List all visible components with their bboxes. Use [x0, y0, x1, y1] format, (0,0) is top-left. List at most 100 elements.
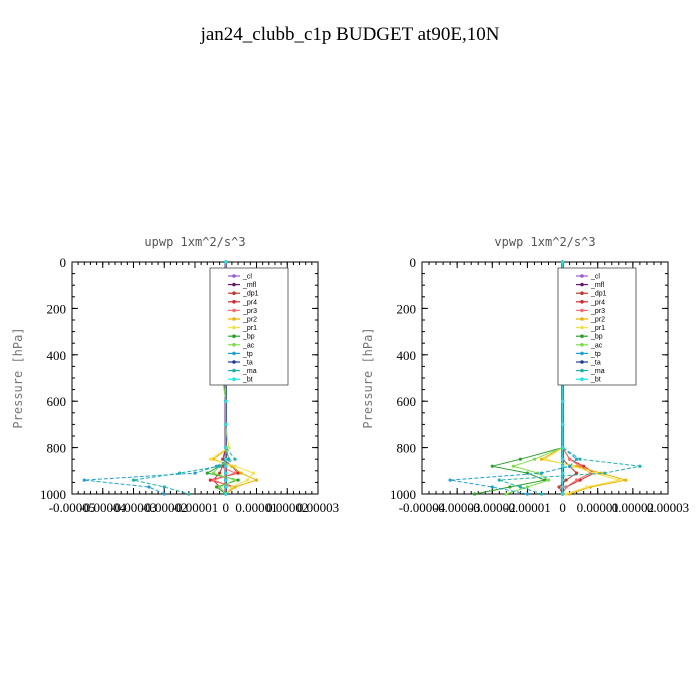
- legend-marker: [232, 368, 236, 373]
- y-tick-label: 600: [47, 394, 67, 409]
- data-point-pr1: [564, 492, 568, 496]
- data-point-ma: [218, 464, 222, 468]
- data-point-bp: [214, 485, 219, 489]
- legend-marker: [580, 343, 584, 347]
- legend-label: _mfl: [242, 282, 257, 289]
- data-point-pr1: [245, 478, 249, 482]
- data-point-bt: [561, 478, 565, 482]
- data-point-bt: [561, 492, 565, 496]
- data-point-bp: [473, 492, 477, 496]
- data-point-pr4: [236, 471, 240, 475]
- legend-marker: [580, 317, 584, 321]
- data-point-ma: [178, 471, 182, 475]
- y-tick-label: 1000: [40, 487, 66, 502]
- x-tick-label: 0.00002: [266, 500, 308, 515]
- data-point-tp: [539, 471, 544, 475]
- legend-marker: [580, 360, 584, 364]
- legend-marker: [580, 325, 584, 330]
- data-point-bt: [224, 260, 228, 264]
- panel-vpwp: vpwp 1xm^2/s^3 Pressure [hPa] 0 200 400 600 80…: [361, 235, 689, 515]
- data-point-pr1: [571, 464, 575, 468]
- x-tick-label: -0.00004: [79, 500, 126, 515]
- data-point-dp1: [218, 471, 222, 475]
- data-point-pr3: [233, 471, 237, 475]
- data-point-bt: [561, 471, 565, 475]
- data-point-tp: [82, 478, 86, 482]
- data-point-tp: [147, 485, 151, 489]
- data-point-tp: [568, 464, 572, 468]
- legend-marker: [580, 300, 584, 304]
- data-point-ac: [525, 485, 530, 489]
- legend-label: _cl: [242, 274, 252, 281]
- data-point-bp: [490, 464, 494, 468]
- data-point-ma: [578, 457, 582, 461]
- data-point-ma: [187, 492, 191, 496]
- data-point-bt: [561, 260, 565, 264]
- legend-label: _bp: [590, 334, 603, 341]
- data-point-pr2: [539, 457, 544, 461]
- data-point-pr1: [227, 446, 231, 450]
- y-tick-label: 800: [47, 441, 67, 456]
- y-tick-label: 400: [47, 348, 67, 363]
- data-point-ac: [504, 492, 508, 496]
- data-point-ma: [131, 478, 136, 482]
- legend-marker: [580, 377, 584, 382]
- data-point-tp: [448, 478, 452, 482]
- legend-label: _pr3: [242, 308, 257, 315]
- legend-label: _pr2: [242, 317, 257, 324]
- data-point-bp: [508, 485, 512, 489]
- legend-label: _tp: [242, 351, 253, 358]
- legend-label: _ta: [590, 360, 601, 367]
- data-point-bt: [561, 464, 565, 468]
- panel-title: vpwp 1xm^2/s^3: [494, 235, 595, 249]
- legend-marker: [232, 343, 236, 347]
- legend-marker: [580, 334, 584, 339]
- x-tick-label: 0.00003: [297, 500, 339, 515]
- data-point-ac: [532, 457, 537, 461]
- data-point-tp: [490, 485, 494, 489]
- data-point-bt: [224, 478, 228, 482]
- y-tick-label: 200: [47, 301, 67, 316]
- legend-marker: [580, 351, 584, 356]
- data-point-bt: [224, 422, 228, 426]
- data-point-pr1: [543, 457, 547, 461]
- x-tick-label: -0.00002: [469, 500, 516, 515]
- data-point-tp: [525, 492, 530, 496]
- data-point-ma: [638, 464, 642, 468]
- data-point-bt: [224, 492, 228, 496]
- data-point-ma: [162, 485, 166, 489]
- data-point-bt: [224, 471, 228, 475]
- data-point-pr1: [585, 485, 589, 489]
- y-tick-label: 600: [397, 394, 417, 409]
- data-point-ac: [211, 471, 215, 475]
- legend-marker: [232, 282, 236, 287]
- data-point-pr3: [211, 478, 215, 482]
- x-tick-label: 0: [223, 500, 230, 515]
- x-tick-label: 0: [559, 500, 566, 515]
- legend-marker: [232, 360, 236, 364]
- figure-title: jan24_clubb_c1p BUDGET at90E,10N: [200, 24, 500, 45]
- data-point-bp: [205, 471, 209, 475]
- data-point-bt: [224, 457, 228, 461]
- series-line-bp: [474, 262, 564, 495]
- y-tick-label: 0: [410, 255, 417, 270]
- data-point-dp1: [564, 478, 568, 482]
- x-tick-label: -0.00003: [434, 500, 481, 515]
- data-point-pr2: [254, 478, 259, 482]
- data-point-tp: [193, 471, 197, 475]
- legend-marker: [232, 274, 236, 278]
- data-point-pr2: [624, 478, 628, 482]
- legend-label: _tp: [590, 351, 601, 358]
- y-axis-label: Pressure [hPa]: [11, 327, 25, 428]
- legend-label: _ac: [242, 342, 255, 349]
- legend-label: _pr1: [242, 325, 257, 332]
- y-axis-label: Pressure [hPa]: [361, 327, 375, 428]
- data-point-dp1: [557, 485, 561, 489]
- legend-marker: [232, 308, 236, 313]
- legend-label: _pr4: [242, 299, 257, 306]
- x-tick-label: -0.00003: [110, 500, 157, 515]
- legend-box: [557, 267, 637, 386]
- legend-marker: [580, 274, 584, 278]
- data-point-ac: [511, 464, 515, 468]
